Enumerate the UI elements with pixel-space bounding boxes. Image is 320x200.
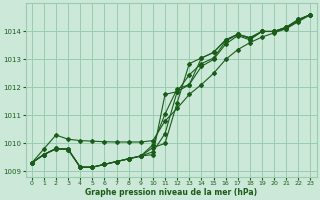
X-axis label: Graphe pression niveau de la mer (hPa): Graphe pression niveau de la mer (hPa) [85, 188, 257, 197]
